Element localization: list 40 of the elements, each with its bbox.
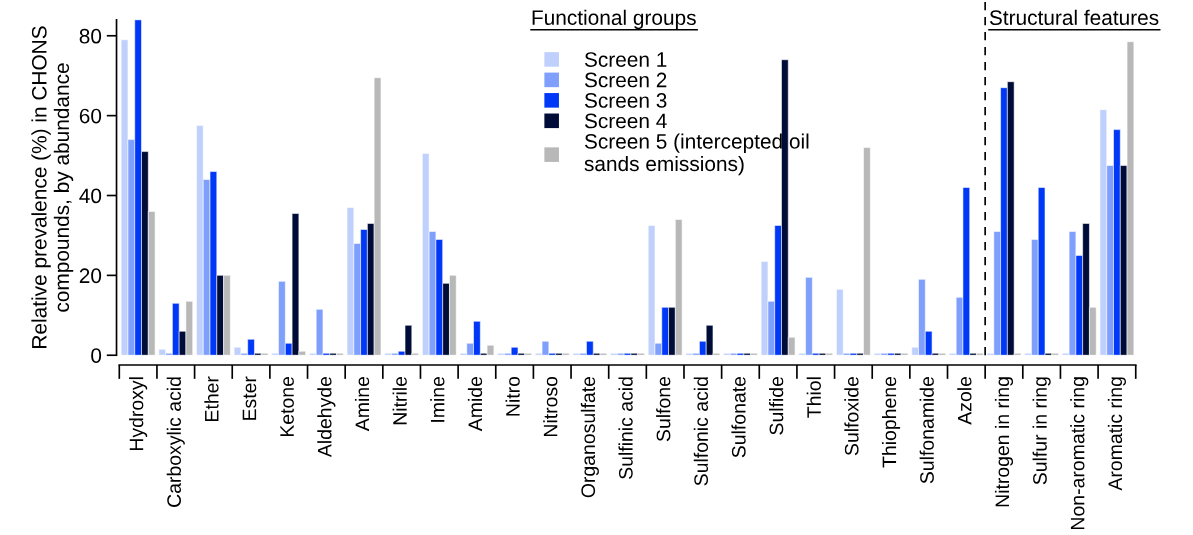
y-axis-title: Relative prevalence (%) in CHONS compounds, by abundance <box>31 26 74 348</box>
x-tick-label: Aldehyde <box>317 376 336 458</box>
legend-label: Screen 1 <box>584 52 667 67</box>
x-tick-label: Sulfonate <box>731 376 746 458</box>
x-tick-label: Thiophene <box>881 376 901 468</box>
x-tick-label: Non-aromatic ring <box>1070 377 1089 529</box>
x-tick-label: Aromatic ring <box>1107 377 1126 491</box>
x-tick-label: Nitro <box>505 376 520 416</box>
x-tick-label: Ether <box>204 376 219 421</box>
y-tick-label: 20 <box>79 268 102 284</box>
x-tick-label: Amine <box>354 376 370 432</box>
x-tick-label: Amide <box>467 376 483 432</box>
y-tick-label: 0 <box>91 348 102 363</box>
x-tick-label: Sulfide <box>769 376 784 435</box>
x-tick-label: Sulfoxide <box>844 376 859 456</box>
legend-label: Screen 5 (intercepted oil sands emissions) <box>584 133 809 176</box>
x-tick-label: Thiol <box>806 377 821 418</box>
x-tick-label: Nitrile <box>392 376 407 425</box>
x-tick-label: Azole <box>957 376 972 425</box>
x-tick-label: Hydroxyl <box>129 377 148 451</box>
x-tick-label: Imine <box>430 376 445 422</box>
x-tick-label: Ketone <box>280 376 294 437</box>
x-tick-label: Nitrogen in ring <box>994 377 1014 507</box>
annotation: Structural features <box>989 9 1159 26</box>
x-tick-label: Sulfonamide <box>919 376 934 484</box>
x-tick-label: Organosulfate <box>580 376 599 498</box>
y-tick-label: 80 <box>79 28 102 44</box>
x-tick-label: Sulfinic acid <box>618 377 633 479</box>
x-tick-label: Nitroso <box>543 376 558 437</box>
x-tick-label: Carboxylic acid <box>166 377 185 507</box>
y-tick-label: 40 <box>79 188 102 204</box>
annotation: Functional groups <box>532 9 696 30</box>
legend-label: Screen 4 <box>584 113 667 129</box>
x-tick-label: Sulfone <box>656 376 671 442</box>
x-tick-label: Sulfur in ring <box>1032 377 1051 485</box>
x-tick-label: Ester <box>242 376 257 420</box>
legend-label: Screen 2 <box>584 72 667 88</box>
y-tick-label: 60 <box>79 108 102 124</box>
legend-label: Screen 3 <box>584 93 667 108</box>
x-tick-label: Sulfonic acid <box>693 377 709 486</box>
